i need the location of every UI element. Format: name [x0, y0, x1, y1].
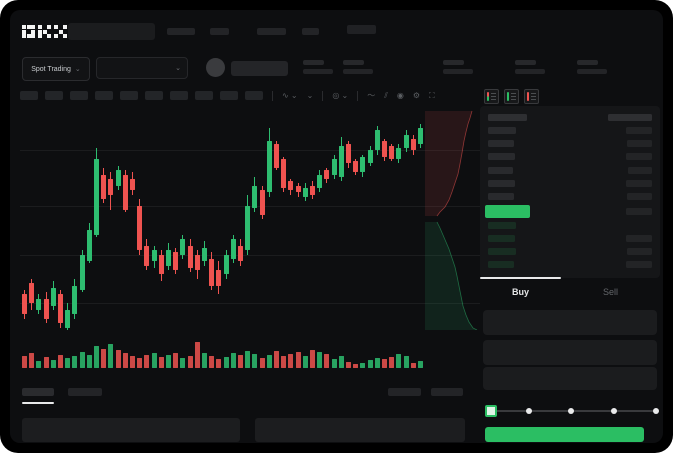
depth-ask-line: [436, 110, 473, 217]
candlestick-layer: [20, 108, 480, 330]
pair-name-placeholder: [231, 61, 288, 76]
orderbook-view-combined-button[interactable]: [484, 89, 499, 104]
slider-stop[interactable]: [525, 408, 532, 414]
timeframe-button[interactable]: [145, 91, 163, 100]
gridline: [20, 303, 480, 305]
bottom-tab-active[interactable]: [22, 388, 54, 396]
orderbook-view-bids-button[interactable]: [504, 89, 519, 104]
indicator-icon[interactable]: ⌄: [306, 91, 314, 100]
toolbar-separator: [322, 90, 324, 101]
volume-bars: [20, 340, 480, 368]
gridline: [20, 150, 480, 152]
price-input[interactable]: [483, 310, 657, 335]
chevron-down-icon: ⌄: [175, 64, 181, 72]
timeframe-button[interactable]: [195, 91, 213, 100]
nav-item-placeholder[interactable]: [257, 28, 286, 35]
tab-sell[interactable]: Sell: [602, 287, 618, 297]
bottom-panel: [255, 418, 465, 442]
market-type-selector[interactable]: Spot Trading ⌄: [22, 57, 90, 81]
tab-buy[interactable]: Buy: [511, 287, 529, 297]
nav-item-placeholder[interactable]: [167, 28, 195, 35]
bottom-tab[interactable]: [68, 388, 102, 396]
search-input[interactable]: [68, 23, 155, 40]
chart-style-icon[interactable]: ∿ ⌄: [282, 91, 298, 100]
depth-ask-area: [425, 111, 472, 216]
drawing-tools-icon[interactable]: ⫽: [384, 90, 388, 100]
timeframe-button[interactable]: [95, 91, 113, 100]
active-tab-underline: [22, 402, 54, 404]
nav-item-placeholder[interactable]: [210, 28, 229, 35]
amount-slider[interactable]: [485, 405, 659, 417]
depth-chart: [425, 110, 478, 330]
timeframe-button[interactable]: [70, 91, 88, 100]
chart-canvas[interactable]: [20, 108, 480, 330]
total-input[interactable]: [483, 367, 657, 390]
header-action-placeholder[interactable]: [347, 25, 376, 34]
fullscreen-icon[interactable]: ⛶: [428, 90, 435, 100]
toolbar-separator: [272, 90, 273, 101]
depth-bid-area: [425, 222, 477, 330]
slider-stop[interactable]: [568, 408, 574, 414]
coin-icon: [206, 58, 225, 77]
slider-stop[interactable]: [653, 408, 659, 414]
buy-submit-button[interactable]: [485, 427, 644, 442]
nav-item-placeholder[interactable]: [302, 28, 319, 35]
bottom-action-placeholder[interactable]: [388, 388, 421, 396]
slider-handle[interactable]: [485, 405, 497, 417]
compare-icon[interactable]: ◎ ⌄: [332, 91, 349, 100]
depth-bid-line: [436, 221, 478, 330]
chart-tools: ∿ ⌄ ⌄ ◎ ⌄ 〜 ⫽ ◉ ⚙ ⛶: [272, 90, 435, 101]
camera-icon[interactable]: ◉: [396, 91, 404, 100]
timeframe-button[interactable]: [45, 91, 63, 100]
slider-stop[interactable]: [610, 408, 617, 414]
bottom-panel: [22, 418, 240, 442]
okx-logo[interactable]: [22, 25, 67, 38]
timeframe-button[interactable]: [220, 91, 238, 100]
line-tools-icon[interactable]: 〜: [367, 91, 376, 100]
market-type-label: Spot Trading: [31, 65, 71, 73]
chevron-down-icon: ⌄: [74, 65, 81, 73]
timeframe-button[interactable]: [245, 91, 263, 100]
timeframe-button[interactable]: [20, 91, 38, 100]
timeframe-button[interactable]: [120, 91, 138, 100]
timeframe-button[interactable]: [170, 91, 188, 100]
settings-icon[interactable]: ⚙: [412, 91, 420, 100]
orderbook-view-asks-button[interactable]: [524, 89, 539, 104]
pair-selector-dropdown[interactable]: ⌄: [96, 57, 188, 79]
bottom-action-placeholder[interactable]: [431, 388, 463, 396]
amount-input[interactable]: [483, 340, 657, 365]
order-book: [480, 106, 660, 278]
active-trade-tab-indicator: [480, 277, 561, 279]
app-window: Spot Trading ⌄ ⌄ ∿ ⌄ ⌄ ◎ ⌄ 〜 ⫽ ◉ ⚙ ⛶: [10, 10, 663, 443]
gridline: [20, 254, 480, 256]
toolbar-separator: [357, 90, 359, 101]
last-price-highlight[interactable]: [485, 205, 530, 218]
